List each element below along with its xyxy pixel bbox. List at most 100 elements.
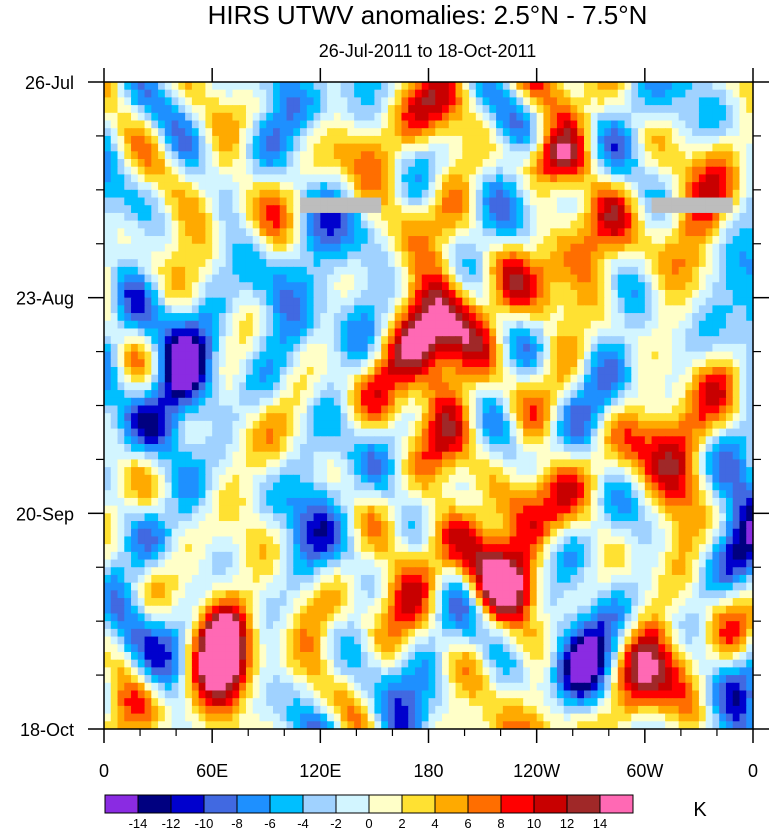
field-cell bbox=[611, 243, 619, 253]
field-cell bbox=[137, 297, 146, 306]
field-cell bbox=[536, 305, 545, 314]
field-cell bbox=[509, 328, 517, 337]
field-cell bbox=[563, 413, 572, 422]
field-cell bbox=[387, 366, 396, 376]
field-cell bbox=[340, 243, 348, 253]
field-cell bbox=[624, 205, 632, 214]
field-cell bbox=[408, 143, 416, 152]
field-cell bbox=[144, 382, 152, 391]
field-cell bbox=[611, 420, 619, 430]
field-cell bbox=[583, 128, 592, 137]
field-cell bbox=[218, 128, 227, 137]
field-cell bbox=[563, 343, 572, 353]
field-cell bbox=[286, 151, 294, 160]
field-cell bbox=[401, 444, 409, 453]
field-cell bbox=[164, 89, 173, 98]
field-cell bbox=[340, 197, 348, 206]
field-cell bbox=[252, 397, 261, 407]
field-cell bbox=[300, 259, 308, 268]
field-cell bbox=[617, 305, 626, 314]
field-cell bbox=[435, 313, 443, 322]
field-cell bbox=[381, 274, 389, 283]
field-cell bbox=[218, 189, 227, 199]
field-cell bbox=[725, 405, 734, 414]
field-cell bbox=[563, 205, 572, 214]
field-cell bbox=[543, 451, 551, 461]
field-cell bbox=[469, 236, 477, 245]
field-cell bbox=[651, 413, 659, 422]
field-cell bbox=[151, 320, 159, 330]
field-cell bbox=[279, 266, 288, 276]
field-cell bbox=[665, 282, 673, 291]
field-cell bbox=[367, 89, 376, 98]
field-cell bbox=[414, 82, 423, 91]
field-cell bbox=[320, 420, 328, 430]
field-cell bbox=[455, 359, 463, 368]
field-cell bbox=[198, 305, 207, 314]
field-cell bbox=[502, 343, 511, 353]
field-cell bbox=[732, 166, 741, 176]
field-cell bbox=[327, 320, 335, 330]
field-cell bbox=[259, 112, 267, 122]
field-cell bbox=[556, 182, 565, 191]
field-cell bbox=[523, 274, 531, 283]
field-cell bbox=[428, 151, 436, 160]
field-cell bbox=[279, 451, 288, 461]
field-cell bbox=[306, 220, 315, 229]
field-cell bbox=[408, 359, 416, 368]
field-cell bbox=[144, 313, 152, 322]
field-cell bbox=[212, 274, 220, 283]
field-cell bbox=[665, 405, 673, 414]
field-cell bbox=[137, 467, 146, 476]
field-cell bbox=[151, 343, 159, 353]
field-cell bbox=[658, 228, 666, 237]
field-cell bbox=[442, 282, 450, 291]
field-cell bbox=[259, 135, 267, 145]
field-cell bbox=[354, 274, 362, 283]
field-cell bbox=[550, 382, 558, 391]
field-cell bbox=[225, 112, 234, 122]
field-cell bbox=[347, 444, 355, 453]
field-cell bbox=[583, 374, 592, 383]
field-cell bbox=[536, 189, 545, 199]
field-cell bbox=[732, 390, 741, 399]
field-cell bbox=[245, 220, 254, 229]
field-cell bbox=[719, 436, 727, 445]
field-cell bbox=[570, 89, 578, 98]
field-cell bbox=[306, 89, 315, 98]
field-cell bbox=[482, 274, 490, 283]
field-cell bbox=[273, 82, 281, 91]
field-cell bbox=[719, 366, 727, 376]
field-cell bbox=[563, 159, 572, 168]
field-cell bbox=[185, 205, 193, 214]
field-cell bbox=[320, 266, 328, 276]
field-cell bbox=[171, 405, 179, 414]
field-cell bbox=[171, 128, 179, 137]
field-cell bbox=[239, 444, 247, 453]
field-cell bbox=[739, 336, 747, 345]
field-cell bbox=[171, 459, 179, 468]
field-cell bbox=[516, 359, 524, 368]
field-cell bbox=[381, 428, 389, 437]
field-cell bbox=[158, 251, 166, 260]
field-cell bbox=[502, 151, 511, 160]
field-cell bbox=[421, 405, 430, 414]
field-cell bbox=[583, 212, 592, 222]
field-cell bbox=[685, 197, 693, 206]
field-cell bbox=[509, 397, 517, 407]
field-cell bbox=[712, 467, 720, 476]
field-cell bbox=[333, 390, 342, 399]
field-cell bbox=[516, 166, 524, 176]
field-cell bbox=[218, 451, 227, 461]
field-cell bbox=[239, 467, 247, 476]
field-cell bbox=[719, 359, 727, 368]
field-cell bbox=[354, 97, 362, 106]
field-cell bbox=[313, 82, 321, 91]
field-cell bbox=[712, 444, 720, 453]
field-cell bbox=[725, 343, 734, 353]
field-cell bbox=[158, 266, 166, 276]
field-cell bbox=[286, 97, 294, 106]
field-cell bbox=[462, 359, 470, 368]
field-cell bbox=[651, 313, 659, 322]
field-cell bbox=[725, 236, 734, 245]
